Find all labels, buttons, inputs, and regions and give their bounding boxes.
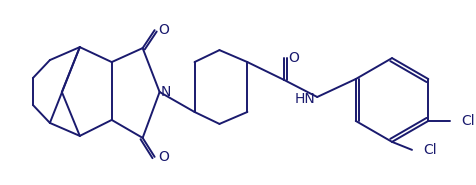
- Text: HN: HN: [294, 92, 315, 106]
- Text: O: O: [158, 150, 169, 164]
- Text: O: O: [158, 23, 169, 37]
- Text: Cl: Cl: [460, 114, 474, 128]
- Text: O: O: [287, 51, 298, 65]
- Text: N: N: [160, 85, 170, 99]
- Text: Cl: Cl: [422, 143, 436, 157]
